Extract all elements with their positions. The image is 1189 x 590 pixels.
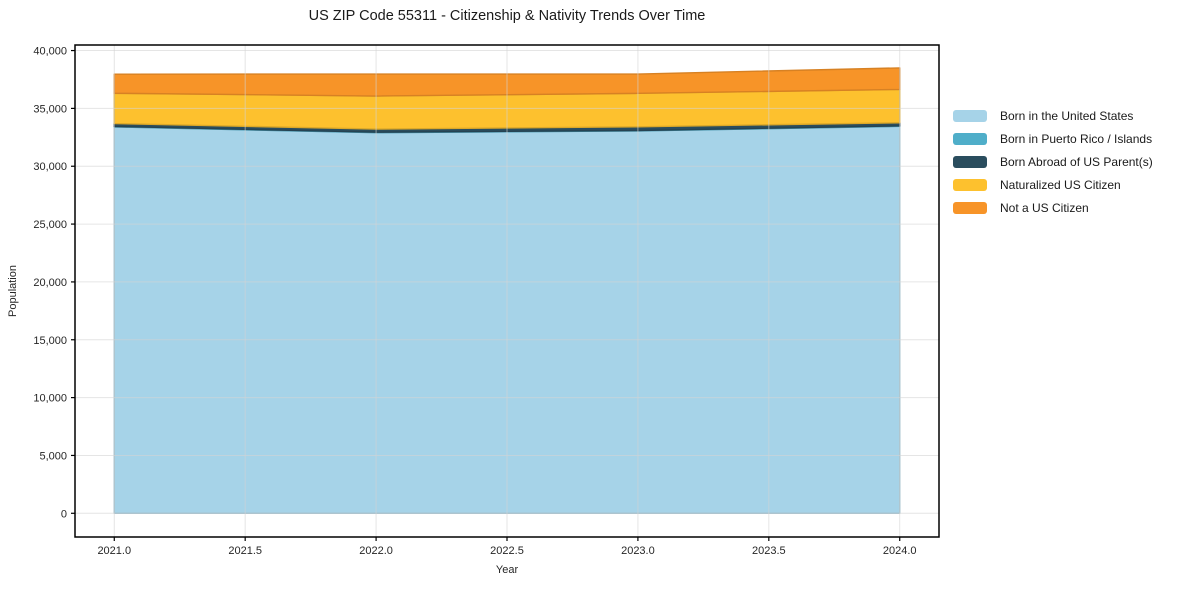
y-axis-label: Population (7, 265, 19, 317)
y-tick-label: 15,000 (33, 335, 67, 347)
legend-swatch (953, 133, 987, 145)
x-tick-label: 2023.0 (621, 545, 655, 557)
legend-label: Born in the United States (1000, 109, 1134, 123)
legend: Born in the United States Born in Puerto … (953, 109, 1153, 215)
legend-item-not-a-us-citizen: Not a US Citizen (953, 201, 1153, 215)
x-tick-label: 2021.5 (228, 545, 262, 557)
legend-label: Born in Puerto Rico / Islands (1000, 132, 1153, 146)
legend-item-born-in-puerto-rico-islands: Born in Puerto Rico / Islands (953, 132, 1153, 146)
y-tick-label: 0 (61, 508, 67, 520)
y-tick-label: 10,000 (33, 393, 67, 405)
x-tick-label: 2024.0 (883, 545, 917, 557)
legend-swatch (953, 179, 987, 191)
legend-label: Born Abroad of US Parent(s) (1000, 155, 1153, 169)
legend-label: Not a US Citizen (1000, 201, 1089, 215)
y-tick-label: 40,000 (33, 46, 67, 58)
y-tick-label: 30,000 (33, 161, 67, 173)
legend-swatch (953, 202, 987, 214)
chart-title: US ZIP Code 55311 - Citizenship & Nativi… (308, 8, 706, 24)
y-tick-label: 25,000 (33, 219, 67, 231)
legend-label: Naturalized US Citizen (1000, 178, 1121, 192)
legend-item-born-abroad-of-us-parent-s: Born Abroad of US Parent(s) (953, 155, 1153, 169)
y-tick-label: 35,000 (33, 103, 67, 115)
y-tick-label: 20,000 (33, 277, 67, 289)
legend-item-born-in-the-united-states: Born in the United States (953, 109, 1153, 123)
legend-swatch (953, 156, 987, 168)
x-tick-label: 2023.5 (752, 545, 786, 557)
x-tick-label: 2022.0 (359, 545, 393, 557)
x-axis-label: Year (495, 564, 519, 576)
y-tick-label: 5,000 (39, 450, 67, 462)
legend-swatch (953, 110, 987, 122)
x-tick-label: 2021.0 (97, 545, 131, 557)
x-tick-label: 2022.5 (490, 545, 524, 557)
legend-item-naturalized-us-citizen: Naturalized US Citizen (953, 178, 1153, 192)
